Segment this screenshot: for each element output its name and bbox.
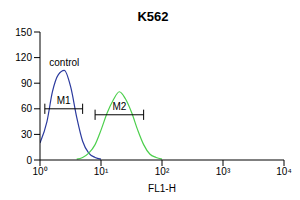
svg-text:10³: 10³: [216, 166, 231, 177]
svg-text:10⁴: 10⁴: [276, 166, 291, 177]
svg-text:M2: M2: [112, 101, 126, 112]
svg-text:M1: M1: [57, 95, 71, 106]
svg-text:10¹: 10¹: [94, 166, 109, 177]
svg-text:FL1-H: FL1-H: [148, 183, 176, 194]
svg-text:120: 120: [15, 52, 32, 63]
svg-text:60: 60: [21, 103, 33, 114]
svg-text:control: control: [49, 57, 79, 68]
svg-text:10²: 10²: [155, 166, 170, 177]
svg-text:90: 90: [21, 78, 33, 89]
svg-text:10⁰: 10⁰: [32, 166, 47, 177]
html-text:K562: K562: [137, 9, 169, 24]
svg-text:150: 150: [15, 27, 32, 38]
svg-text:30: 30: [21, 129, 33, 140]
svg-text:0: 0: [26, 155, 32, 166]
